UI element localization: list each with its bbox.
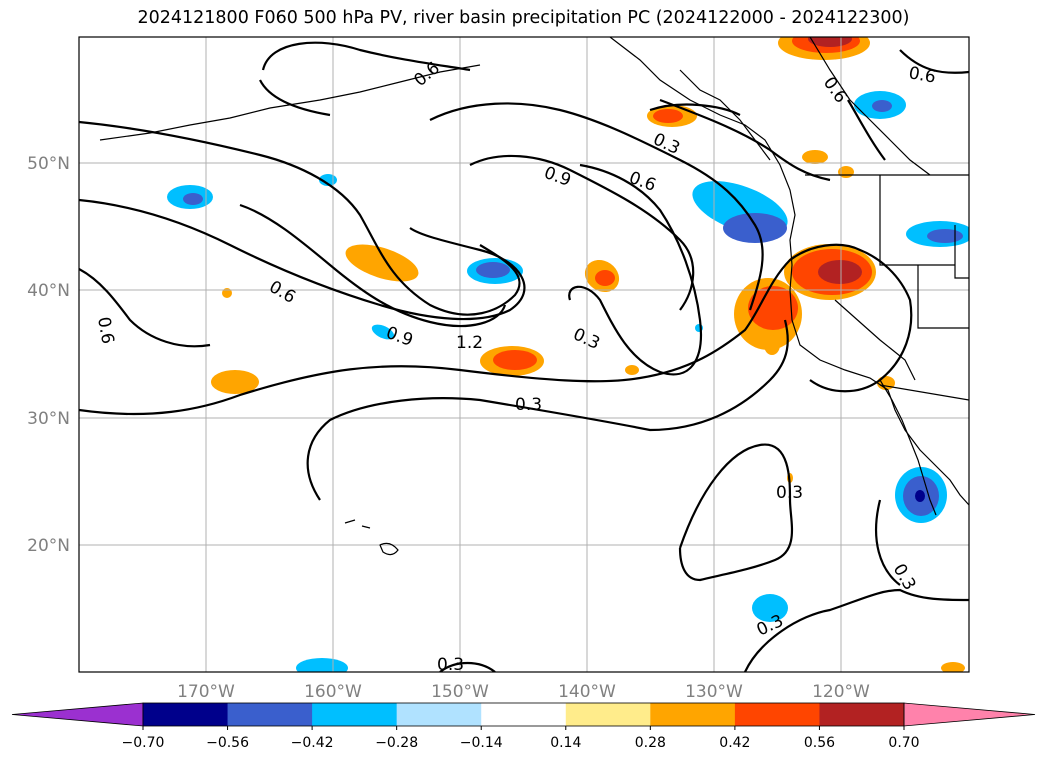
precip-blob (476, 262, 510, 278)
pv-contour-label: 0.3 (776, 483, 803, 503)
latitude-labels: 50°N 40°N 30°N 20°N (27, 154, 70, 556)
precip-blob (625, 365, 639, 375)
pv-contour-label: 0.6 (93, 315, 117, 345)
colorbar-tick-label: 0.70 (888, 735, 919, 751)
lon-label: 150°W (431, 682, 489, 702)
pv-contour-label: 0.6 (266, 277, 299, 308)
colorbar-tick-label: −0.56 (206, 735, 249, 751)
precip-blob (941, 662, 965, 672)
colorbar-tick-label: 0.42 (719, 735, 750, 751)
colorbar-tick-label: 0.56 (804, 735, 835, 751)
colorbar-segment (819, 703, 905, 726)
pv-contour-label: 1.2 (456, 333, 483, 353)
colorbar-segment (650, 703, 736, 726)
colorbar-segment (312, 703, 398, 726)
pv-contour-label: 0.3 (570, 324, 603, 354)
pv-contour-label: 0.3 (889, 561, 920, 594)
precip-blob (595, 270, 615, 286)
precip-blob (296, 658, 348, 672)
pv-contour-label: 0.6 (907, 63, 937, 87)
pv-contour-label: 0.9 (383, 323, 415, 351)
precip-blob (818, 260, 862, 284)
lon-label: 170°W (177, 682, 235, 702)
colorbar-tick-label: 0.14 (550, 735, 581, 751)
colorbar-labels: −0.70 −0.56 −0.42 −0.28 −0.14 0.14 0.28 0.42 0.5… (122, 726, 920, 751)
precip-blob (802, 150, 828, 164)
precip-blob (915, 490, 925, 502)
precip-blob (493, 350, 537, 370)
colorbar-extend-high (903, 702, 1036, 727)
colorbar-tick-label: 0.28 (635, 735, 666, 751)
lat-label: 50°N (27, 154, 70, 174)
lon-label: 160°W (304, 682, 362, 702)
colorbar-segment (396, 703, 482, 726)
colorbar-extend-low (11, 702, 144, 727)
precip-blob (764, 335, 780, 355)
precip-blob (211, 370, 259, 394)
map-area: 0.6 0.6 0.6 0.6 0.6 0.9 0.9 1.2 0.3 0.3 … (79, 37, 969, 675)
pv-contour-label: 0.6 (626, 168, 658, 196)
pv-contour-label: 0.3 (515, 395, 542, 415)
map-frame (78, 36, 970, 673)
colorbar-tick-label: −0.28 (375, 735, 418, 751)
precip-blob (653, 109, 683, 123)
precip-blob (877, 376, 895, 390)
lon-label: 140°W (558, 682, 616, 702)
lat-label: 30°N (27, 409, 70, 429)
colorbar-segment (481, 703, 567, 726)
precip-blob (183, 193, 203, 205)
precip-blob (838, 166, 854, 178)
pv-contour-label: 0.3 (650, 129, 683, 159)
colorbar (11, 702, 1036, 727)
lat-label: 40°N (27, 281, 70, 301)
precip-blob (752, 594, 788, 622)
precip-blob (927, 229, 963, 243)
longitude-labels: 170°W 160°W 150°W 140°W 130°W 120°W (177, 682, 870, 702)
colorbar-tick-label: −0.42 (291, 735, 334, 751)
colorbar-frame (142, 702, 905, 727)
coastlines (99, 37, 969, 556)
colorbar-segment (565, 703, 651, 726)
precip-blob (371, 324, 395, 340)
lon-label: 130°W (685, 682, 743, 702)
precip-blob (723, 213, 787, 243)
pv-contours (79, 41, 969, 672)
colorbar-tick-label: −0.14 (460, 735, 503, 751)
colorbar-segment (143, 703, 229, 726)
pv-contour-label: 0.6 (819, 73, 851, 107)
pv-contour-label: 0.9 (541, 163, 573, 191)
pv-contour-label: 0.6 (410, 58, 444, 91)
precip-shading (167, 37, 969, 672)
map-title: 2024121800 F060 500 hPa PV, river basin … (137, 8, 910, 28)
colorbar-tick-label: −0.70 (122, 735, 165, 751)
lat-label: 20°N (27, 536, 70, 556)
precip-blob (345, 244, 419, 282)
precip-blob (872, 100, 892, 112)
colorbar-segment (734, 703, 820, 726)
pv-contour-label: 0.3 (437, 655, 464, 675)
colorbar-segment (227, 703, 313, 726)
lon-label: 120°W (812, 682, 870, 702)
precip-blob (748, 286, 798, 330)
